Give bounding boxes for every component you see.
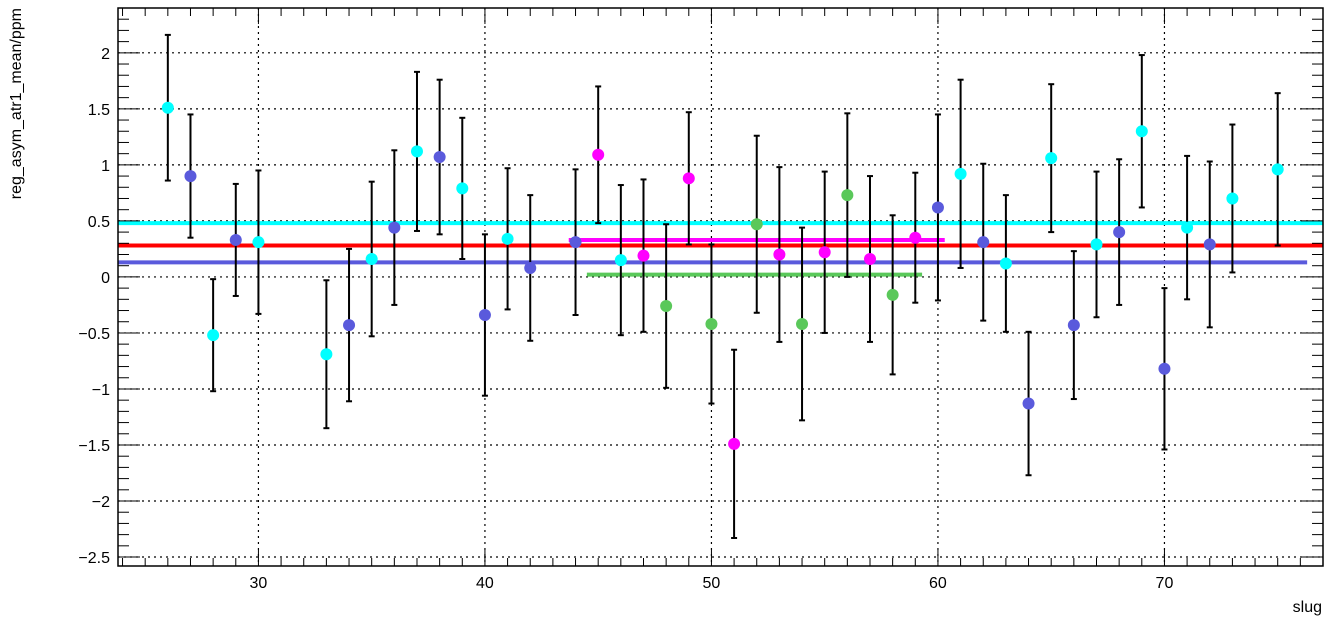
y-axis-label: reg_asym_atr1_mean/ppm bbox=[8, 8, 25, 199]
x-axis-label: slug bbox=[1293, 599, 1322, 616]
data-point-green bbox=[796, 317, 809, 330]
data-point-cyan bbox=[954, 167, 967, 180]
data-point-green bbox=[886, 288, 899, 301]
data-point-green bbox=[841, 189, 854, 202]
data-point-cyan bbox=[501, 232, 514, 245]
data-point-green bbox=[660, 300, 673, 313]
data-point-magenta bbox=[818, 246, 831, 259]
x-tick-label: 30 bbox=[250, 575, 268, 592]
data-point-cyan bbox=[365, 252, 378, 265]
y-tick-label: −1.5 bbox=[78, 438, 110, 455]
data-point-cyan bbox=[252, 236, 265, 249]
data-point-magenta bbox=[863, 252, 876, 265]
x-tick-label: 70 bbox=[1156, 575, 1174, 592]
data-point-cyan bbox=[207, 329, 220, 342]
data-point-cyan bbox=[320, 348, 333, 361]
data-point-cyan bbox=[1090, 238, 1103, 251]
data-point-green bbox=[750, 218, 763, 231]
data-point-magenta bbox=[682, 172, 695, 185]
x-tick-label: 60 bbox=[929, 575, 947, 592]
y-tick-label: 1 bbox=[101, 158, 110, 175]
data-point-blue bbox=[229, 233, 242, 246]
data-point-magenta bbox=[592, 148, 605, 161]
data-point-blue bbox=[524, 261, 537, 274]
x-tick-label: 40 bbox=[476, 575, 494, 592]
y-tick-label: 1.5 bbox=[88, 102, 110, 119]
data-point-cyan bbox=[1226, 192, 1239, 205]
axis-ticks bbox=[118, 7, 1324, 566]
x-tick-label: 50 bbox=[703, 575, 721, 592]
y-tick-label: −2 bbox=[92, 494, 110, 511]
data-point-cyan bbox=[161, 101, 174, 114]
data-point-blue bbox=[977, 236, 990, 249]
data-point-blue bbox=[343, 319, 356, 332]
data-point-blue bbox=[184, 170, 197, 183]
y-tick-label: 2 bbox=[101, 46, 110, 63]
data-point-cyan bbox=[1181, 221, 1194, 234]
data-point-blue bbox=[1113, 226, 1126, 239]
data-point-cyan bbox=[614, 254, 627, 267]
data-point-blue bbox=[388, 221, 401, 234]
data-point-blue bbox=[931, 201, 944, 214]
data-point-blue bbox=[433, 151, 446, 164]
data-point-magenta bbox=[773, 248, 786, 261]
data-point-blue bbox=[1158, 362, 1171, 375]
data-point-cyan bbox=[1135, 125, 1148, 138]
data-point-cyan bbox=[410, 145, 423, 158]
data-point-blue bbox=[1067, 319, 1080, 332]
tick-labels: 30 40 50 60 70 −2.5 −2 −1.5 −1 −0.5 0 0.5 1 1.5 2 bbox=[78, 46, 1173, 592]
data-point-magenta bbox=[909, 231, 922, 244]
plot-frame bbox=[117, 7, 1324, 567]
data-point-blue bbox=[478, 309, 491, 322]
data-point-cyan bbox=[1271, 163, 1284, 176]
data-point-magenta bbox=[728, 437, 741, 450]
y-tick-label: 0.5 bbox=[88, 214, 110, 231]
y-tick-label: −1 bbox=[92, 382, 110, 399]
fit-lines bbox=[118, 221, 1323, 277]
data-points bbox=[161, 101, 1284, 450]
y-tick-label: 0 bbox=[101, 270, 110, 287]
data-point-cyan bbox=[456, 182, 469, 195]
data-point-magenta bbox=[637, 249, 650, 262]
y-tick-label: −2.5 bbox=[78, 550, 110, 567]
data-point-green bbox=[705, 317, 718, 330]
data-point-blue bbox=[569, 236, 582, 249]
y-tick-label: −0.5 bbox=[78, 326, 110, 343]
data-point-cyan bbox=[1045, 152, 1058, 165]
data-point-cyan bbox=[999, 257, 1012, 270]
data-point-blue bbox=[1203, 238, 1216, 251]
data-point-blue bbox=[1022, 397, 1035, 410]
